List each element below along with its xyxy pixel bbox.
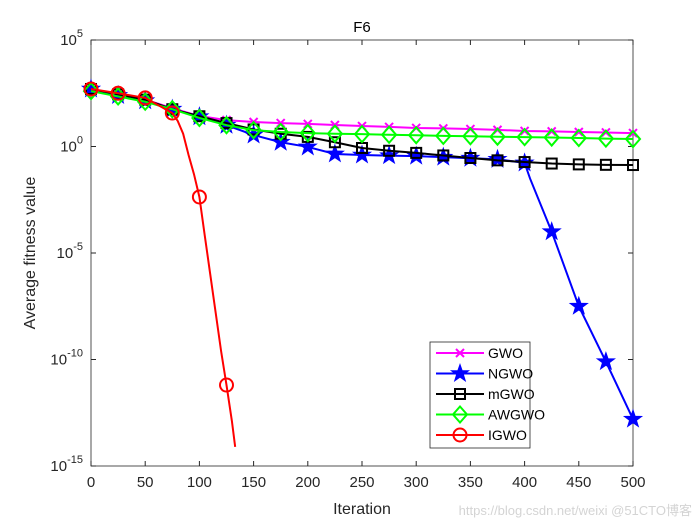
diamond-marker [434, 126, 452, 146]
y-tick-label: 105 [60, 28, 83, 49]
circle-marker [219, 377, 234, 393]
circle-marker [137, 90, 153, 106]
square-marker [572, 158, 585, 171]
legend: GWO NGWO mGWO AWGWO IGWO [429, 341, 545, 449]
diamond-marker [462, 126, 479, 146]
square-marker [491, 154, 504, 167]
legend-label: mGWO [488, 386, 535, 402]
square-marker [437, 149, 450, 162]
circle-marker [110, 85, 126, 101]
diamond-marker [451, 404, 469, 425]
legend-item: GWO [436, 345, 523, 361]
x-tick-label: 250 [349, 474, 374, 491]
x-tick-label: 450 [566, 474, 591, 491]
x-marker [628, 128, 638, 138]
diamond-marker [191, 108, 208, 128]
star-marker [351, 144, 373, 164]
square-marker [383, 144, 396, 157]
star-marker [568, 295, 589, 315]
x-tick-label: 350 [458, 474, 483, 491]
y-axis-label: Average fitness value [22, 177, 39, 330]
x-tick-label: 400 [512, 474, 537, 491]
star-marker [324, 143, 345, 163]
legend-item: NGWO [436, 362, 533, 383]
diamond-marker [407, 125, 425, 145]
circle-marker [83, 81, 99, 97]
star-marker [595, 351, 616, 371]
square-marker [545, 157, 558, 170]
star-marker [541, 221, 562, 241]
legend-label: NGWO [488, 366, 533, 382]
square-marker [410, 146, 423, 159]
circle-marker [164, 105, 180, 121]
diamond-marker [353, 124, 371, 144]
x-tick-label: 500 [620, 474, 645, 491]
diamond-marker [380, 125, 398, 145]
x-tick-label: 300 [404, 474, 429, 491]
square-marker [464, 152, 477, 165]
watermark: https://blog.csdn.net/weixi @51CTO博客 [458, 503, 692, 518]
legend-item: AWGWO [436, 404, 545, 425]
square-marker [454, 388, 466, 400]
x-tick-label: 0 [87, 474, 95, 491]
diamond-marker [489, 127, 506, 147]
legend-label: GWO [488, 345, 523, 361]
diamond-marker [272, 122, 290, 142]
circle-marker [452, 427, 468, 443]
diamond-marker [326, 124, 344, 144]
star-marker [487, 148, 508, 168]
y-tick-label: 10-5 [57, 241, 83, 262]
diamond-marker [570, 128, 588, 148]
diamond-marker [597, 129, 615, 149]
series-line [90, 88, 237, 447]
square-marker [627, 159, 639, 172]
diamond-marker [245, 120, 262, 140]
diamond-marker [218, 115, 235, 135]
x-marker [574, 127, 584, 137]
star-marker [297, 136, 318, 156]
series-awgwo [82, 81, 642, 149]
legend-item: mGWO [436, 386, 535, 402]
diamond-marker [624, 129, 642, 149]
x-tick-label: 50 [137, 474, 154, 491]
x-tick-label: 200 [295, 474, 320, 491]
diamond-marker [136, 92, 154, 112]
circle-marker [191, 189, 207, 205]
legend-label: IGWO [488, 427, 527, 443]
diamond-marker [163, 99, 181, 119]
y-tick-label: 100 [60, 135, 83, 156]
diamond-marker [516, 127, 533, 147]
square-marker [599, 158, 612, 171]
legend-item: IGWO [436, 427, 527, 443]
square-marker [518, 156, 531, 169]
square-marker [328, 136, 341, 149]
series-line [90, 90, 634, 141]
x-axis-label: Iteration [333, 501, 391, 518]
y-tick-label: 10-10 [50, 348, 83, 369]
chart-title: F6 [353, 19, 371, 36]
star-marker [622, 408, 644, 428]
diamond-marker [543, 128, 561, 148]
star-marker [449, 362, 471, 383]
legend-label: AWGWO [488, 407, 545, 423]
diamond-marker [82, 81, 100, 101]
series-igwo [83, 81, 237, 447]
x-tick-label: 150 [241, 474, 266, 491]
y-tick-label: 10-15 [50, 454, 83, 475]
diamond-marker [299, 123, 317, 143]
x-marker [455, 348, 465, 358]
x-tick-label: 100 [187, 474, 212, 491]
